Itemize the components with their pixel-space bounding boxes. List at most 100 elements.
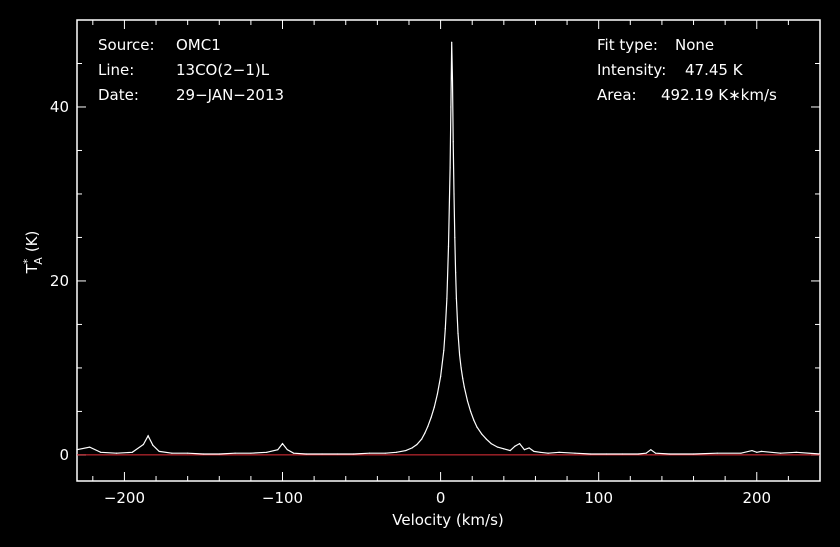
spectrum-point: [503, 448, 505, 450]
spectrum-point: [451, 41, 453, 43]
header-area-key: Area:: [597, 86, 637, 104]
spectrum-point: [443, 349, 445, 352]
spectrum-point: [337, 453, 339, 455]
header-date-value: 29−JAN−2013: [176, 86, 284, 104]
spectrum-point: [490, 442, 492, 445]
spectrum-point: [433, 406, 435, 408]
y-axis-label-sup: *: [21, 258, 34, 264]
spectrum-point: [645, 452, 647, 454]
spectrum-point: [286, 449, 288, 451]
svg-text:T*A(K): T*A (K): [21, 231, 45, 275]
spectrum-points: [76, 41, 821, 455]
spectrum-point: [458, 354, 461, 356]
spectrum-point: [496, 446, 499, 448]
spectrum-point: [795, 451, 797, 453]
spectrum-point: [692, 453, 695, 455]
y-axis-label-sub: A: [32, 257, 45, 265]
spectrum-point: [368, 452, 371, 454]
spectrum-point: [234, 452, 236, 454]
spectrum-point: [321, 453, 323, 455]
header-area-value: 492.19 K∗km/s: [661, 86, 777, 104]
spectrum-point: [187, 452, 189, 454]
y-tick-label: 40: [50, 98, 69, 116]
spectrum-point: [756, 451, 758, 453]
header-source-key: Source:: [98, 36, 155, 54]
spectrum-point: [460, 367, 462, 369]
spectrum-point: [466, 400, 469, 402]
spectrum-point: [292, 452, 295, 454]
spectrum-point: [76, 449, 78, 451]
spectrum-point: [605, 453, 608, 455]
spectrum-point: [281, 442, 284, 445]
spectrum-point: [100, 451, 102, 453]
spectrum-point: [405, 449, 407, 452]
spectrum-point: [384, 452, 386, 454]
spectrum-point: [760, 450, 763, 453]
spectrum-point: [574, 452, 576, 454]
spectrum-point: [277, 449, 279, 451]
spectrum-point: [528, 447, 530, 449]
spectrum-point: [819, 453, 821, 455]
spectrum-point: [142, 443, 144, 446]
spectrum-point: [424, 432, 426, 434]
spectrum-point: [654, 452, 657, 454]
spectrum-point: [436, 393, 439, 395]
spectrum-point: [451, 80, 454, 82]
spectrum-point: [450, 106, 452, 108]
spectrum-point: [590, 453, 592, 455]
x-tick-label: −200: [104, 489, 145, 507]
y-tick-label: 20: [50, 272, 69, 290]
x-tick-label: −100: [262, 489, 303, 507]
spectrum-point: [637, 453, 639, 455]
spectrum-point: [89, 446, 91, 448]
x-axis-label: Velocity (km/s): [392, 511, 503, 529]
spectrum-point: [411, 447, 413, 449]
spectrum-point: [430, 416, 432, 419]
spectrum-point: [476, 426, 478, 428]
spectrum-point: [514, 445, 516, 447]
spectrum-point: [558, 451, 560, 453]
spectrum-point: [250, 452, 252, 454]
x-tick-label: 100: [584, 489, 613, 507]
y-axis-label-symbol: T: [23, 263, 41, 274]
y-axis-label: T*A (K): [21, 231, 45, 275]
plot-frame: [76, 19, 821, 482]
y-tick-label: 0: [59, 446, 69, 464]
spectrum-point: [751, 449, 753, 452]
spectrum-point: [416, 443, 418, 446]
spectrum-point: [470, 410, 472, 413]
header-line-key: Line:: [98, 61, 134, 79]
spectrum-point: [152, 444, 154, 446]
spectrum-point: [444, 328, 446, 330]
spectrum-point: [455, 297, 458, 299]
spectrum-point: [452, 141, 454, 143]
spectrum-point: [447, 245, 450, 247]
spectrum-point: [740, 452, 742, 454]
spectrum-point: [509, 449, 511, 452]
spectrum-point: [716, 452, 718, 454]
spectrum-point: [395, 451, 397, 453]
spectrum-point: [131, 451, 133, 453]
spectrum-point: [463, 386, 465, 388]
spectrum-point: [449, 167, 451, 169]
header-fit-type-key: Fit type:: [597, 36, 658, 54]
spectrum-point: [669, 453, 671, 455]
spectrum-point: [547, 452, 549, 454]
spectrum-point: [218, 453, 220, 455]
header-intensity-key: Intensity:: [597, 61, 666, 79]
spectrum-point: [202, 453, 205, 455]
spectrum-point: [305, 453, 307, 455]
spectrum-point: [266, 451, 268, 453]
spectrum-point: [427, 425, 429, 427]
spectrum-point: [519, 442, 521, 445]
spectrum-point: [453, 193, 455, 195]
spectrum-point: [650, 449, 652, 451]
header-fit-type-value: None: [675, 36, 714, 54]
spectrum-point: [158, 450, 160, 453]
spectrum-point: [779, 452, 782, 454]
spectrum-point: [481, 433, 483, 435]
header-source-value: OMC1: [176, 36, 221, 54]
spectrum-point: [454, 236, 456, 239]
